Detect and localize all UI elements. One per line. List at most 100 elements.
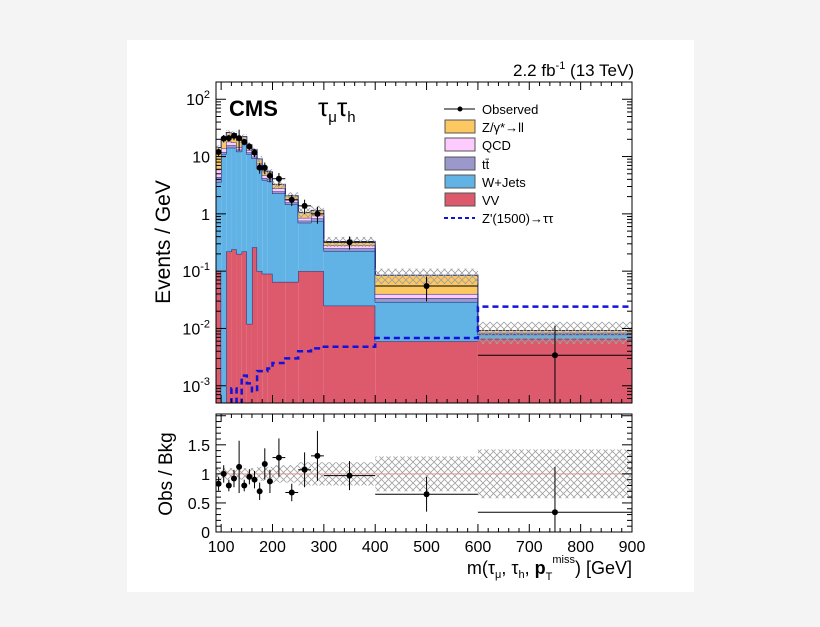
wjets-bar [267,181,273,274]
ttbar-bar [251,156,258,159]
legend-wjets-label: W+Jets [482,175,526,190]
legend-item-wjets: W+Jets [444,174,526,190]
ttbar-bar [226,145,232,148]
observed-point [216,149,222,156]
uncertainty-band [375,268,478,285]
y-tick-label: 1 [201,207,210,224]
vv-bar [375,341,478,403]
x-tick-label: 300 [311,539,338,556]
wjets-bar [241,144,247,252]
vv-bar [298,271,312,403]
ttbar-bar [298,220,312,223]
main-y-axis-title: Events / GeV [152,180,175,304]
ratio-point [225,482,232,489]
legend-ttbar-swatch [444,156,476,171]
observed-point [225,135,232,142]
x-tick-label: 900 [619,539,646,556]
qcd-bar [298,217,312,221]
vv-bar [267,273,273,403]
wjets-bar [236,151,242,254]
wjets-bar [262,180,268,274]
vv-bar [251,247,258,403]
wjets-bar [226,147,232,252]
legend-qcd-swatch [444,137,476,152]
ratio-y-tick-label: 1 [201,467,210,484]
observed-point [261,164,268,171]
legend-signal-label: Z'(1500)→ττ [482,211,554,226]
vv-bar [262,273,268,403]
observed-point [230,132,237,139]
wjets-bar [298,222,312,272]
x-tick-label: 100 [208,539,235,556]
y-tick-label: 102 [186,89,210,109]
ratio-point [236,463,243,470]
legend-item-zgamma: Z/γ*→ll [444,119,524,135]
vv-bar [231,249,237,403]
ttbar-bar [231,145,237,148]
y-tick-label: 10-2 [182,318,210,338]
x-tick-label: 700 [516,539,543,556]
x-tick-label: 400 [362,539,389,556]
legend-item-qcd: QCD [444,137,511,153]
main-plot-marks [216,129,632,403]
ttbar-bar [262,178,268,181]
x-tick-label: 800 [567,539,594,556]
vv-bar [236,253,242,403]
main-plot-frame [215,81,633,404]
ratio-point [261,460,268,467]
vv-bar [311,271,324,403]
ratio-y-tick-label: 0 [201,525,210,542]
legend-zgamma-swatch [444,119,476,134]
observed-point [246,143,253,150]
legend-item-observed: Observed [444,102,538,117]
ttbar-bar [272,191,286,194]
ratio-point [288,489,295,496]
vv-bar [285,281,299,403]
legend-observed-marker [457,106,463,112]
uncertainty-band [226,130,232,136]
wjets-bar [272,193,286,282]
observed-point [288,196,295,203]
ratio-point [246,473,253,480]
observed-point [220,135,227,142]
ratio-plot-frame [215,413,633,533]
uncertainty-band [241,134,247,140]
wjets-bar [285,204,299,282]
wjets-bar [375,301,478,342]
observed-point [251,149,258,156]
observed-point [266,172,273,179]
observed-point [423,283,430,290]
ratio-point [256,488,263,495]
qcd-bar [231,142,237,146]
vv-bar [257,271,263,403]
qcd-bar [221,148,227,153]
wjets-bar [251,158,258,248]
ratio-point [346,472,353,479]
observed-point [301,202,308,209]
legend-item-signal: Z'(1500)→ττ [444,211,554,226]
wjets-bar [246,154,252,324]
qcd-bar [272,188,286,192]
ratio-point [230,475,237,482]
ttbar-bar [323,248,376,251]
legend-ttbar-label: tt̄ [482,157,490,172]
x-tick-label: 600 [465,539,492,556]
wjets-bar [257,168,263,272]
legend-wjets-swatch [444,174,476,189]
legend-zgamma-label: Z/γ*→ll [482,120,524,135]
ratio-point [301,466,308,473]
vv-bar [272,281,286,403]
lumi-label: 2.2 fb-1 (13 TeV) [513,60,634,80]
wjets-bar [231,147,237,250]
legend-qcd-label: QCD [482,138,511,153]
ratio-point [251,476,258,483]
zgamma-bar [216,147,222,170]
ratio-y-axis-title: Obs / Bkg [156,432,177,515]
observed-point [241,138,248,145]
legend-vv-label: VV [482,193,500,208]
vv-bar [226,251,232,403]
ttbar-bar [221,152,227,155]
uncertainty-band [257,156,263,163]
y-tick-label: 10 [192,150,210,167]
